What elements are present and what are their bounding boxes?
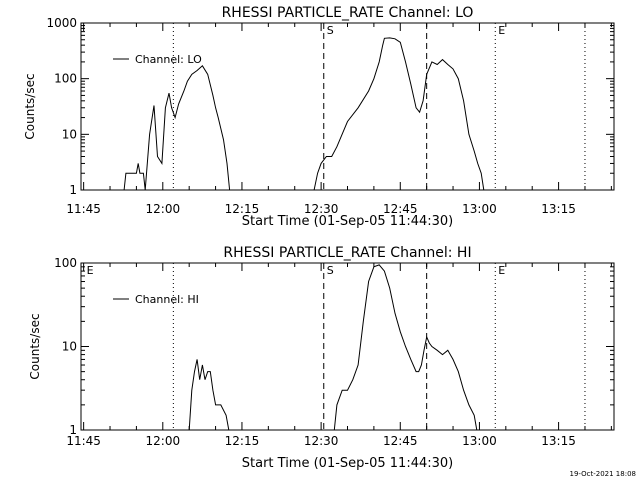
plot-frame	[80, 22, 615, 191]
marker-label: S	[327, 24, 334, 37]
footer-timestamp: 19-Oct-2021 18:08	[569, 470, 636, 478]
legend-label: Channel: LO	[135, 53, 202, 66]
x-axis-label: Start Time (01-Sep-05 11:44:30)	[242, 214, 453, 229]
x-tick-label: 12:45	[383, 202, 418, 216]
y-axis-label: Counts/sec	[28, 313, 42, 379]
x-tick-label: 12:15	[225, 434, 260, 448]
x-tick-label: 13:00	[462, 202, 497, 216]
chart-panel-1: RHESSI PARTICLE_RATE Channel: LO 11:45 12:…	[23, 5, 615, 229]
y-tick-label: 1000	[46, 16, 77, 30]
x-tick-label: 13:15	[541, 434, 576, 448]
x-tick-label: 13:15	[541, 202, 576, 216]
marker-label: E	[87, 264, 94, 277]
chart-title: RHESSI PARTICLE_RATE Channel: LO	[222, 5, 474, 21]
marker-label: E	[498, 24, 505, 37]
chart-title: RHESSI PARTICLE_RATE Channel: HI	[223, 245, 471, 261]
x-tick-label: 12:30	[304, 434, 339, 448]
y-tick-label: 10	[62, 127, 77, 141]
x-tick-label: 11:45	[66, 202, 101, 216]
series-line	[188, 264, 478, 431]
x-tick-label: 12:00	[146, 202, 181, 216]
y-tick-label: 100	[54, 256, 77, 270]
x-tick-label: 12:15	[225, 202, 260, 216]
plot-frame	[80, 262, 615, 431]
y-axis-label: Counts/sec	[23, 73, 37, 139]
x-tick-label: 12:45	[383, 434, 418, 448]
x-tick-label: 13:00	[462, 434, 497, 448]
chart-panel-2: RHESSI PARTICLE_RATE Channel: HI 11:45 12:…	[28, 245, 615, 471]
series-line	[123, 37, 485, 191]
marker-label: S	[327, 264, 334, 277]
y-tick-label: 1	[69, 423, 77, 437]
x-tick-label: 12:00	[146, 434, 181, 448]
y-tick-label: 10	[62, 340, 77, 354]
x-axis-label: Start Time (01-Sep-05 11:44:30)	[242, 456, 453, 471]
legend-label: Channel: HI	[135, 293, 199, 306]
x-tick-label: 11:45	[66, 434, 101, 448]
y-tick-label: 1	[69, 183, 77, 197]
x-tick-label: 12:30	[304, 202, 339, 216]
y-tick-label: 100	[54, 72, 77, 86]
marker-label: E	[498, 264, 505, 277]
